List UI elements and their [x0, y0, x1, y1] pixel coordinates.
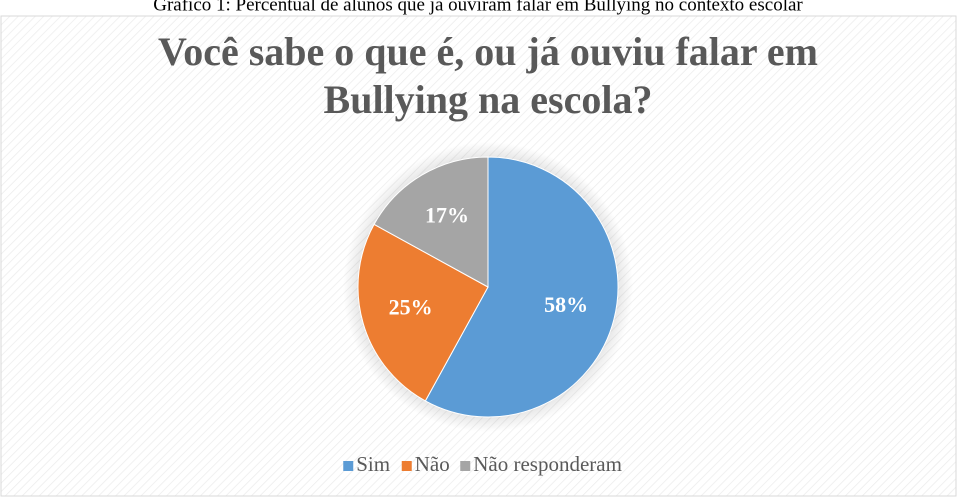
legend-swatch — [460, 461, 471, 471]
legend-label: Sim — [356, 452, 390, 476]
data-label: 17% — [425, 203, 469, 228]
chart-title: Bullying na escola? — [324, 77, 653, 122]
pie-slice — [424, 156, 619, 418]
legend-label: Não responderam — [473, 452, 622, 476]
legend-swatch — [401, 461, 412, 471]
data-label: 25% — [389, 295, 433, 320]
legend-swatch — [343, 461, 354, 471]
data-label: 58% — [544, 292, 588, 317]
chart-title: Você sabe o que é, ou já ouviu falar em — [158, 29, 818, 74]
pie-slice — [373, 156, 489, 288]
caption: Gráfico 1: Percentual de alunos que já o… — [153, 0, 803, 15]
pie-slice — [357, 223, 489, 402]
legend-label: Não — [415, 452, 450, 476]
